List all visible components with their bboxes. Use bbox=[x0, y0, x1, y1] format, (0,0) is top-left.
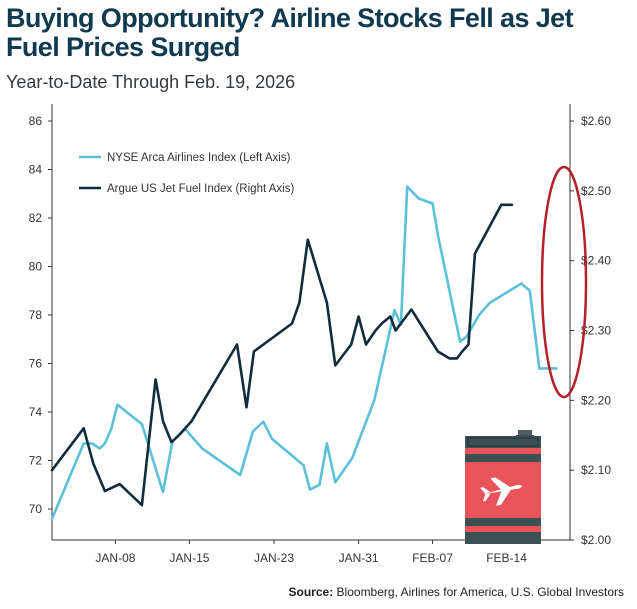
dual-axis-line-chart: 70 72 74 76 78 80 82 84 86 $2.00 $2.10 $2.20 $2.30 $2… bbox=[29, 104, 611, 565]
chart-axes: 70 72 74 76 78 80 82 84 86 $2.00 $2.10 $2.20 $2.30 $2… bbox=[29, 104, 611, 565]
series-layer bbox=[50, 185, 558, 520]
x-axis-tick-label: JAN-23 bbox=[254, 551, 294, 565]
right-axis-tick-label: $2.00 bbox=[581, 533, 611, 547]
right-axis-tick-label: $2.30 bbox=[581, 324, 611, 338]
legend-label-airlines: NYSE Arca Airlines Index (Left Axis) bbox=[107, 152, 291, 164]
x-axis-tick-label: JAN-08 bbox=[95, 551, 135, 565]
chart-title: Buying Opportunity? Airline Stocks Fell … bbox=[6, 3, 574, 62]
left-axis-tick-label: 76 bbox=[29, 357, 43, 371]
x-axis-tick-label: JAN-15 bbox=[169, 551, 209, 565]
left-axis-tick-label: 84 bbox=[29, 163, 43, 177]
fuel-barrel-icon bbox=[465, 430, 541, 544]
x-axis-tick-label: JAN-31 bbox=[339, 551, 379, 565]
right-axis-tick-label: $2.20 bbox=[581, 393, 611, 407]
right-axis-tick-label: $2.40 bbox=[581, 254, 611, 268]
source-label: Source: bbox=[288, 585, 334, 599]
airplane-icon bbox=[480, 477, 522, 506]
right-axis-tick-label: $2.50 bbox=[581, 184, 611, 198]
right-axis-tick-label: $2.10 bbox=[581, 463, 611, 477]
left-axis-tick-label: 82 bbox=[29, 211, 43, 225]
x-axis-tick-label: FEB-14 bbox=[486, 551, 527, 565]
left-axis-tick-label: 74 bbox=[29, 405, 43, 419]
series-line-airlines bbox=[50, 185, 558, 520]
chart-subtitle: Year-to-Date Through Feb. 19, 2026 bbox=[6, 72, 296, 92]
left-axis-tick-label: 78 bbox=[29, 308, 43, 322]
left-axis-tick-label: 86 bbox=[29, 114, 43, 128]
left-axis-tick-label: 72 bbox=[29, 454, 43, 468]
legend-label-jetfuel: Argue US Jet Fuel Index (Right Axis) bbox=[107, 183, 294, 195]
series-line-jetfuel bbox=[50, 203, 514, 507]
right-axis-tick-label: $2.60 bbox=[581, 114, 611, 128]
legend: NYSE Arca Airlines Index (Left Axis) Arg… bbox=[79, 152, 294, 195]
x-axis-tick-label: FEB-07 bbox=[412, 551, 453, 565]
highlight-oval bbox=[540, 165, 588, 399]
source-note: Source: Bloomberg, Airlines for America,… bbox=[289, 585, 624, 599]
source-text: Bloomberg, Airlines for America, U.S. Gl… bbox=[336, 585, 624, 599]
left-axis-tick-label: 80 bbox=[29, 260, 43, 274]
left-axis-tick-label: 70 bbox=[29, 502, 43, 516]
